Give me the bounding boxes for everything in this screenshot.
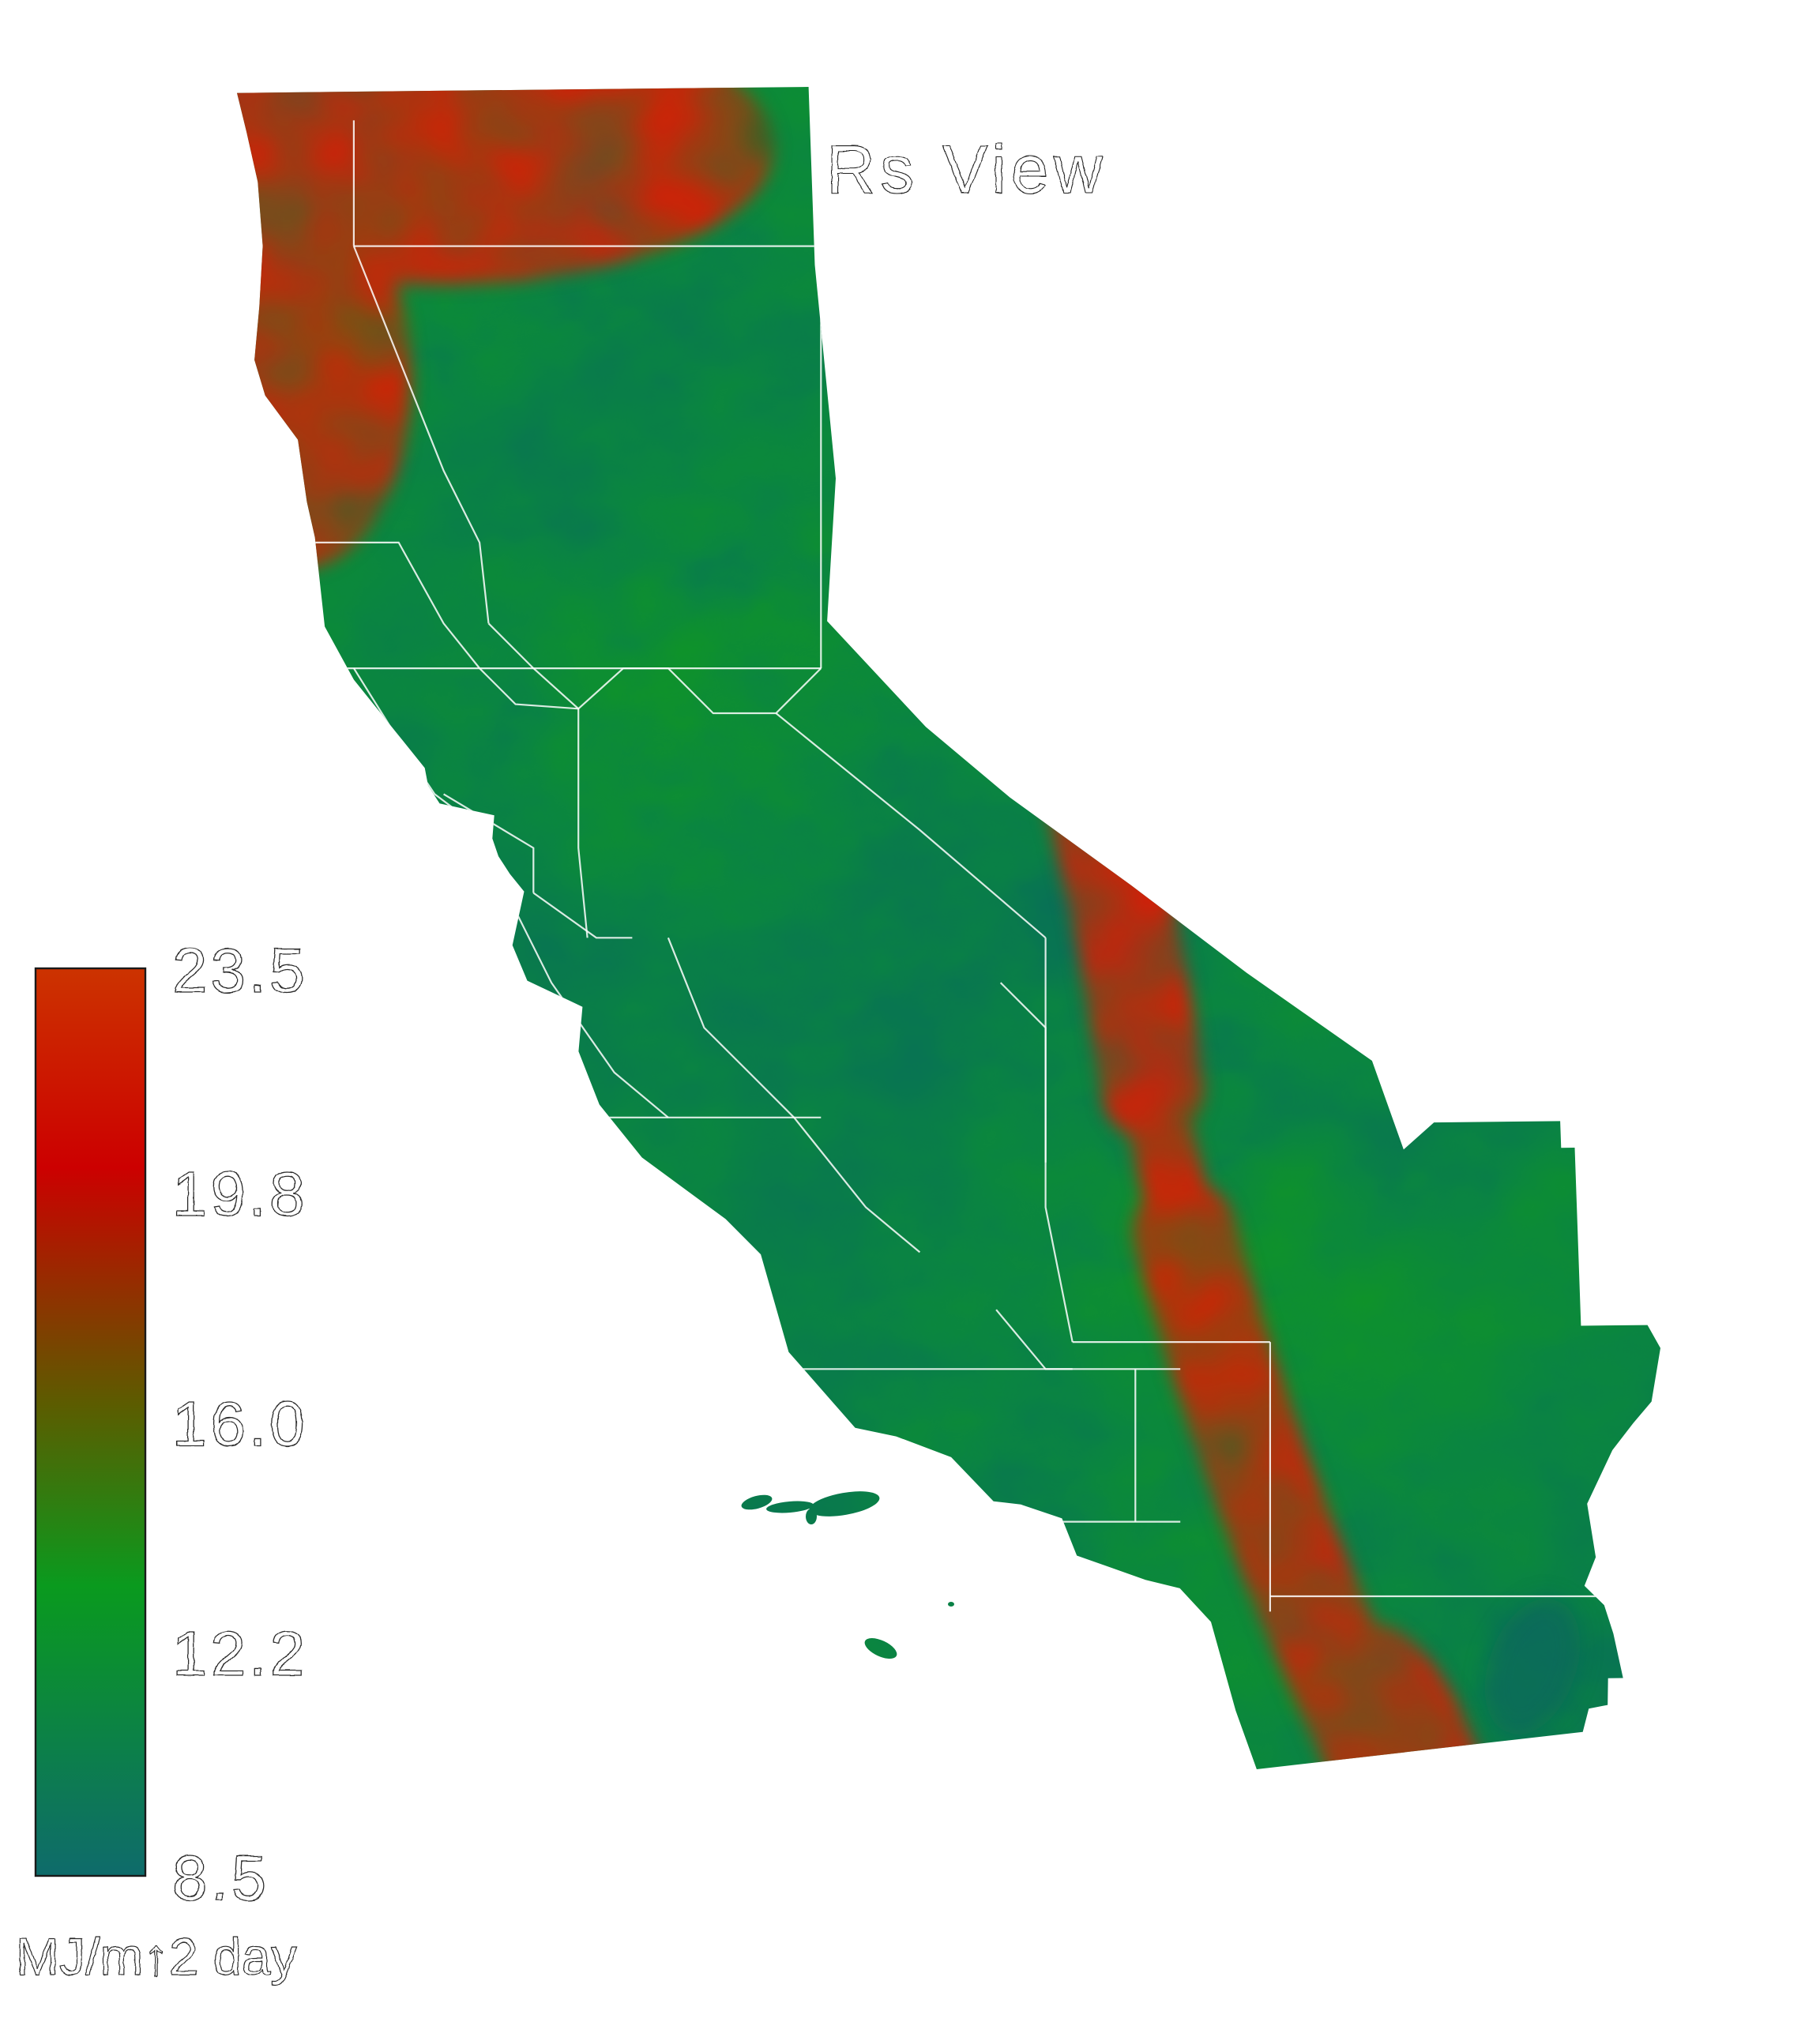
svg-text:8.5: 8.5 <box>172 1843 269 1913</box>
svg-text:Rs View: Rs View <box>826 132 1107 208</box>
svg-text:12.2: 12.2 <box>172 1618 308 1689</box>
svg-text:23.5: 23.5 <box>172 935 308 1005</box>
svg-text:16.0: 16.0 <box>172 1389 308 1459</box>
svg-text:MJ/m↑2 day: MJ/m↑2 day <box>16 1927 297 1986</box>
svg-text:19.8: 19.8 <box>172 1159 308 1229</box>
